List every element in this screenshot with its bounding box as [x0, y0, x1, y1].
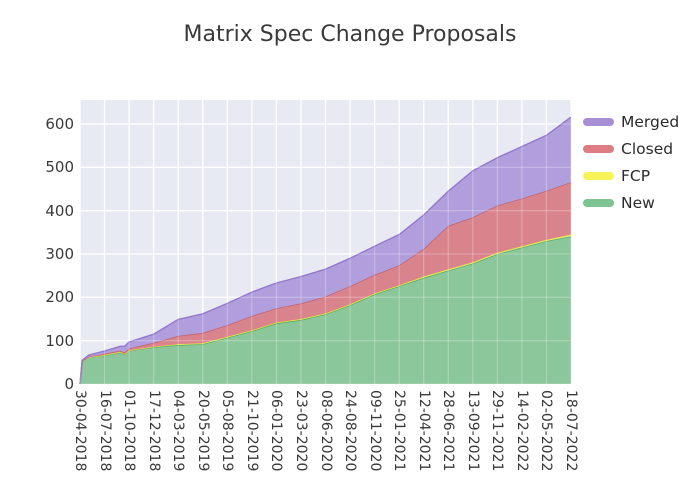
area-new — [80, 236, 571, 384]
legend-item-fcp: FCP — [583, 162, 679, 189]
x-tick-label: 25-01-2021 — [391, 390, 408, 472]
y-tick-label: 200 — [45, 288, 74, 307]
x-tick-label: 17-12-2018 — [145, 390, 162, 472]
legend-swatch-icon — [583, 198, 614, 207]
legend-swatch-icon — [583, 171, 614, 180]
legend-swatch-icon — [583, 144, 614, 153]
legend-item-new: New — [583, 189, 679, 216]
legend-item-closed: Closed — [583, 135, 679, 162]
x-tick-label: 21-10-2019 — [243, 390, 260, 472]
legend: Merged Closed FCP New — [583, 108, 679, 216]
legend-label: New — [621, 193, 655, 212]
legend-item-merged: Merged — [583, 108, 679, 135]
x-tick-label: 23-03-2020 — [292, 390, 309, 472]
x-tick-label: 20-05-2019 — [194, 390, 211, 472]
legend-label: Merged — [621, 112, 680, 131]
x-tick-label: 30-04-2018 — [72, 390, 88, 472]
line-merged — [79, 116, 572, 385]
x-tick-label: 13-09-2021 — [464, 390, 481, 472]
y-tick-label: 500 — [45, 158, 74, 177]
x-tick-label: 16-07-2018 — [96, 390, 113, 472]
legend-label: FCP — [621, 166, 651, 185]
x-tick-label: 24-08-2020 — [342, 390, 359, 472]
x-tick-label: 28-06-2021 — [440, 390, 457, 472]
x-tick-label: 01-10-2018 — [121, 390, 138, 472]
x-tick-label: 05-08-2019 — [219, 390, 236, 472]
x-tick-label: 18-07-2022 — [563, 390, 579, 472]
area-merged — [80, 117, 571, 384]
legend-swatch-icon — [583, 117, 614, 126]
y-tick-label: 100 — [45, 331, 74, 350]
y-tick-label: 600 — [45, 115, 74, 133]
x-tick-label: 09-11-2020 — [366, 390, 383, 472]
chart-title: Matrix Spec Change Proposals — [183, 22, 517, 47]
x-tick-label: 08-06-2020 — [317, 390, 334, 472]
x-tick-label: 29-11-2021 — [489, 390, 506, 472]
x-tick-label: 06-01-2020 — [268, 390, 285, 472]
y-tick-label: 400 — [45, 201, 74, 220]
x-tick-label: 04-03-2019 — [170, 390, 187, 472]
x-tick-label: 02-05-2022 — [538, 390, 555, 472]
legend-label: Closed — [621, 139, 674, 158]
x-tick-label: 14-02-2022 — [513, 390, 530, 472]
y-tick-label: 300 — [45, 245, 74, 263]
x-tick-label: 12-04-2021 — [415, 390, 432, 472]
y-tick-label: 0 — [64, 375, 74, 393]
